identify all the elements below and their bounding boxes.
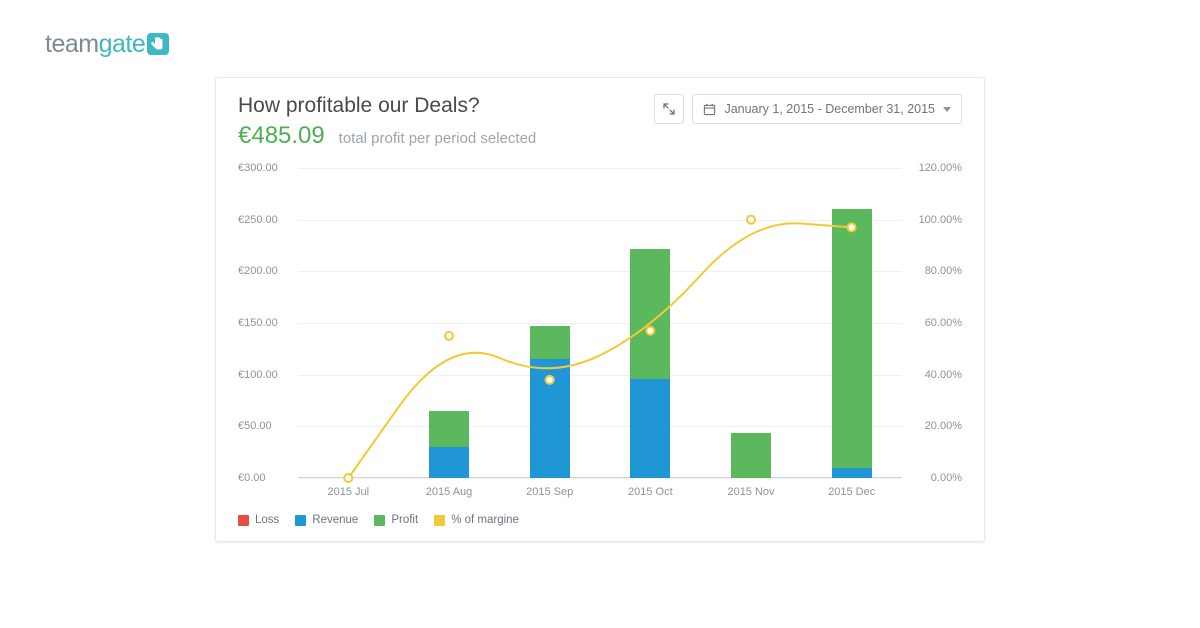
margin-point [344,474,352,482]
margin-point [848,223,856,231]
legend-item-margin[interactable]: % of margine [434,514,519,526]
profitability-card: How profitable our Deals? €485.09 total … [215,77,985,542]
header-controls: January 1, 2015 - December 31, 2015 [654,94,962,124]
x-tick-label: 2015 Sep [526,486,573,498]
y-right-tick: 40.00% [908,369,962,381]
y-right-tick: 20.00% [908,420,962,432]
plot-region: 2015 Jul2015 Aug2015 Sep2015 Oct2015 Nov… [298,168,902,478]
legend-swatch [238,515,249,526]
legend-label: Profit [391,514,418,526]
legend-swatch [374,515,385,526]
card-title: How profitable our Deals? [238,94,654,118]
margin-point [747,216,755,224]
y-left-tick: €300.00 [238,162,292,174]
title-block: How profitable our Deals? €485.09 total … [238,94,654,150]
gridline [298,478,902,479]
x-tick-label: 2015 Oct [628,486,673,498]
legend-label: Loss [255,514,279,526]
card-subtitle: €485.09 total profit per period selected [238,122,654,150]
total-profit-amount: €485.09 [238,122,325,149]
x-tick-label: 2015 Jul [328,486,370,498]
chevron-down-icon [943,107,951,112]
legend-item-profit[interactable]: Profit [374,514,418,526]
margin-point [445,332,453,340]
legend-swatch [434,515,445,526]
brand-text-2: gate [99,30,146,58]
legend-item-revenue[interactable]: Revenue [295,514,358,526]
date-range-text: January 1, 2015 - December 31, 2015 [724,102,935,116]
x-tick-label: 2015 Aug [426,486,473,498]
expand-button[interactable] [654,94,684,124]
y-right-tick: 80.00% [908,265,962,277]
y-left-tick: €100.00 [238,369,292,381]
brand-logo: teamgate [45,30,169,59]
legend-swatch [295,515,306,526]
x-tick-label: 2015 Dec [828,486,875,498]
brand-hand-icon [147,33,169,55]
y-left-tick: €200.00 [238,265,292,277]
x-tick-label: 2015 Nov [727,486,774,498]
chart-legend: Loss Revenue Profit % of margine [238,514,962,526]
brand-text-1: team [45,30,99,58]
date-range-picker[interactable]: January 1, 2015 - December 31, 2015 [692,94,962,124]
expand-icon [663,103,675,115]
legend-item-loss[interactable]: Loss [238,514,279,526]
chart-area: €0.00€50.00€100.00€150.00€200.00€250.00€… [238,168,962,508]
y-left-tick: €150.00 [238,317,292,329]
legend-label: Revenue [312,514,358,526]
y-right-tick: 120.00% [908,162,962,174]
y-left-tick: €0.00 [238,472,292,484]
y-right-tick: 60.00% [908,317,962,329]
margin-point [646,327,654,335]
total-profit-desc: total profit per period selected [339,130,537,147]
y-left-tick: €250.00 [238,214,292,226]
card-header: How profitable our Deals? €485.09 total … [238,94,962,150]
calendar-icon [703,103,716,116]
y-left-tick: €50.00 [238,420,292,432]
legend-label: % of margine [451,514,519,526]
margin-line [298,168,902,478]
y-right-tick: 100.00% [908,214,962,226]
y-right-tick: 0.00% [908,472,962,484]
margin-point [546,376,554,384]
